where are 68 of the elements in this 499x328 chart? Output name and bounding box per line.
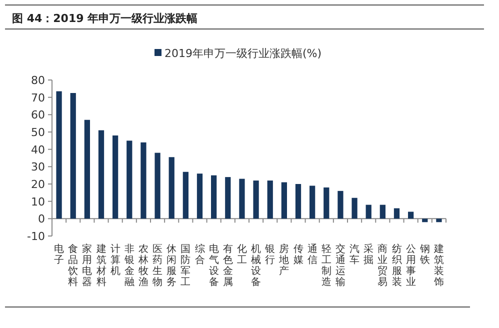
x-tick-label: 有色金属: [222, 243, 233, 288]
x-tick-label: 商业贸易: [378, 243, 388, 288]
bar: [394, 208, 400, 219]
bar: [436, 218, 442, 222]
bar: [338, 190, 344, 219]
bar: [281, 182, 287, 219]
bar: [267, 180, 273, 219]
bar: [196, 174, 203, 219]
x-tick-label: 化工: [236, 243, 247, 266]
bar: [140, 142, 146, 219]
x-tick-label: 汽车: [350, 243, 360, 266]
bar: [84, 120, 90, 219]
bar: [295, 184, 302, 219]
bar: [56, 91, 62, 219]
y-tick-label: 80: [31, 74, 45, 87]
bar: [408, 212, 414, 219]
bar: [225, 177, 231, 219]
legend: 2019年申万一级行业涨跌幅(%): [154, 47, 322, 60]
bar: [324, 187, 330, 219]
bar: [253, 180, 259, 219]
bar: [70, 93, 76, 219]
x-tick-label: 通信: [307, 243, 318, 266]
y-tick-label: 70: [31, 91, 45, 104]
bar: [366, 204, 372, 219]
x-tick-label: 钢铁: [418, 244, 430, 266]
x-tick-label: 农林牧渔: [137, 244, 148, 288]
y-tick-label: 40: [31, 143, 45, 156]
bar: [239, 178, 245, 219]
bar: [380, 204, 386, 219]
bar: [352, 198, 358, 219]
bar: [126, 140, 132, 219]
bar: [112, 135, 118, 219]
x-tick-label: 机械设备: [251, 243, 262, 288]
x-tick-label: 医药生物: [152, 244, 163, 288]
y-tick-label: -10: [27, 230, 45, 243]
x-tick-label: 家用电器: [82, 243, 92, 288]
x-tick-label: 电子: [54, 243, 64, 266]
x-tick-label: 非银金融: [123, 243, 134, 288]
y-tick-label: 20: [31, 178, 45, 191]
x-tick-label: 传媒: [293, 244, 304, 266]
x-tick-label: 公用事业: [406, 243, 416, 288]
bar: [98, 130, 104, 219]
x-tick-label: 食品饮料: [67, 243, 78, 288]
bar: [310, 186, 316, 219]
x-tick-label: 交通运输: [335, 243, 346, 288]
x-tick-label: 房地产: [278, 243, 290, 277]
x-tick-label: 建筑装饰: [432, 243, 444, 288]
bar: [154, 152, 160, 219]
x-tick-label: 银行: [264, 244, 276, 266]
y-tick-label: 50: [31, 126, 45, 139]
x-tick-label: 国防军工: [180, 244, 191, 288]
x-tick-label: 纺织服装: [392, 243, 402, 288]
x-tick-label: 休闲服务: [166, 244, 177, 288]
x-tick-label: 建筑材料: [95, 243, 106, 288]
x-tick-label: 采掘: [364, 243, 374, 266]
x-tick-label: 综合: [194, 243, 205, 266]
x-tick-label: 电气设备: [208, 243, 219, 288]
y-tick-label: 30: [31, 160, 45, 174]
chart-title: 图 44：2019 年申万一级行业涨跌幅: [12, 12, 198, 25]
x-tick-label: 计算机: [110, 243, 120, 277]
bar: [422, 218, 428, 222]
bar: [168, 157, 174, 219]
bar: [211, 175, 217, 219]
bar: [182, 172, 188, 219]
y-tick-label: 60: [31, 108, 45, 122]
y-tick-label: 10: [31, 195, 45, 208]
y-tick-label: 0: [38, 212, 45, 226]
x-tick-label: 轻工制造: [321, 243, 332, 288]
